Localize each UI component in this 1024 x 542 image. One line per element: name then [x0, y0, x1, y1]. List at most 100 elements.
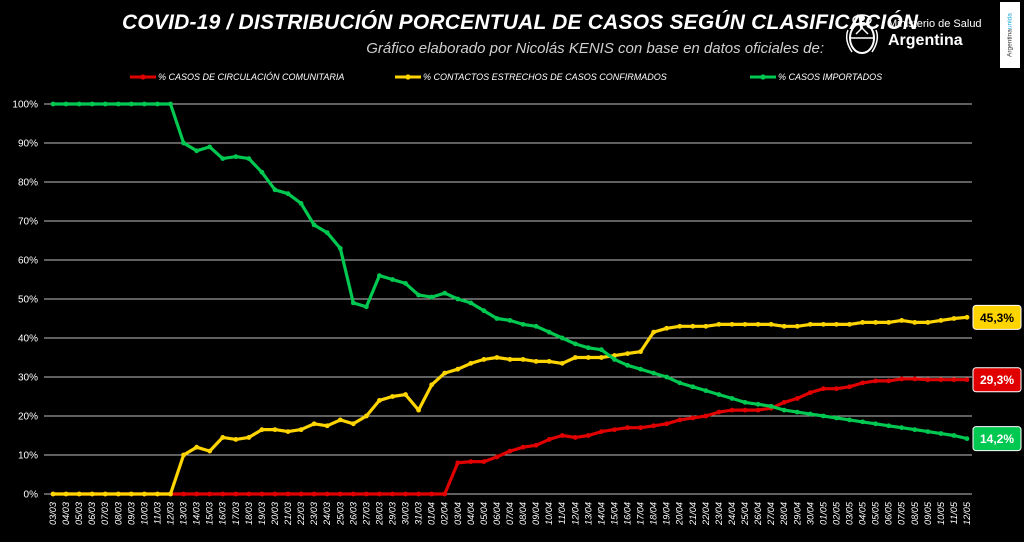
x-tick-label: 30/03: [401, 501, 411, 525]
x-tick-label: 05/05: [871, 501, 881, 525]
x-tick-label: 26/03: [348, 501, 358, 526]
data-point: [377, 398, 382, 403]
data-point: [807, 411, 813, 417]
data-point: [860, 380, 865, 386]
data-point: [220, 435, 226, 440]
x-tick-label: 07/03: [100, 501, 110, 525]
x-tick-label: 13/04: [583, 502, 593, 525]
data-point: [820, 321, 826, 327]
x-tick-label: 08/03: [113, 501, 123, 525]
data-point: [520, 444, 526, 450]
data-point: [233, 437, 239, 442]
data-point: [468, 459, 474, 465]
data-point: [886, 378, 892, 384]
data-point: [860, 419, 865, 425]
data-point: [128, 491, 134, 497]
y-tick-label: 100%: [12, 100, 38, 111]
data-point: [115, 491, 121, 497]
data-point: [442, 370, 448, 376]
data-point: [938, 377, 944, 383]
data-point: [559, 360, 565, 366]
data-point: [416, 407, 421, 413]
data-point: [429, 491, 435, 497]
data-point: [599, 429, 604, 434]
data-point: [494, 316, 500, 321]
coat-of-arms-icon: [845, 14, 879, 54]
y-tick-label: 0%: [24, 490, 39, 501]
x-tick-label: 03/05: [844, 501, 854, 525]
logo-country-text: Argentina: [888, 32, 963, 49]
data-point: [142, 491, 147, 497]
data-point: [781, 399, 787, 405]
data-point: [807, 390, 813, 395]
data-point: [233, 491, 239, 497]
data-point: [128, 101, 134, 107]
x-tick-label: 06/03: [87, 501, 97, 525]
x-tick-label: 28/04: [779, 502, 789, 526]
data-point: [690, 323, 696, 329]
data-point: [416, 292, 421, 298]
data-point: [964, 436, 970, 442]
x-tick-label: 15/03: [205, 501, 215, 525]
data-point: [664, 421, 670, 427]
data-point: [664, 374, 670, 380]
data-point: [403, 281, 408, 286]
x-tick-label: 12/04: [570, 502, 580, 525]
end-value-label: 45,3%: [972, 304, 1022, 330]
x-tick-label: 20/03: [270, 501, 280, 526]
data-point: [742, 399, 748, 405]
x-tick-label: 14/04: [596, 502, 606, 525]
legend-marker: [405, 74, 411, 80]
end-value-label: 14,2%: [972, 426, 1022, 452]
data-point: [873, 378, 878, 384]
data-point: [298, 427, 304, 433]
data-point: [899, 425, 905, 431]
legend-label: % CASOS DE CIRCULACIÓN COMUNITARIA: [158, 72, 344, 82]
data-point: [337, 245, 343, 251]
data-point: [285, 491, 291, 497]
x-tick-label: 16/03: [218, 501, 228, 525]
data-point: [455, 366, 461, 372]
data-point: [716, 409, 722, 415]
data-point: [807, 321, 813, 327]
x-tick-label: 02/05: [831, 501, 841, 525]
data-point: [755, 401, 761, 407]
data-point: [703, 413, 709, 419]
data-point: [259, 427, 265, 433]
data-point: [350, 300, 356, 306]
data-point: [925, 320, 931, 325]
data-point: [572, 355, 578, 360]
data-point: [259, 169, 265, 175]
data-point: [912, 376, 918, 382]
data-point: [311, 421, 317, 427]
data-point: [455, 460, 461, 466]
data-point: [625, 425, 630, 431]
data-point: [703, 323, 709, 329]
x-tick-label: 28/03: [374, 501, 384, 526]
data-point: [625, 351, 630, 356]
data-point: [886, 423, 892, 429]
y-tick-label: 40%: [18, 334, 38, 345]
series: [50, 376, 970, 497]
data-point: [638, 349, 643, 355]
x-tick-label: 29/03: [387, 501, 397, 526]
data-point: [938, 431, 944, 436]
x-tick-label: 20/04: [675, 502, 685, 526]
data-point: [612, 427, 617, 433]
x-tick-label: 19/04: [662, 502, 672, 525]
data-point: [63, 101, 69, 107]
data-point: [781, 407, 787, 413]
x-tick-label: 04/04: [466, 502, 476, 525]
data-point: [794, 396, 800, 401]
x-tick-label: 07/05: [897, 501, 907, 525]
data-point: [76, 101, 82, 107]
data-point: [246, 491, 252, 497]
data-point: [794, 409, 800, 415]
series-line: [53, 377, 967, 496]
data-point: [873, 421, 878, 427]
data-point: [755, 407, 761, 413]
x-tick-label: 19/03: [257, 501, 267, 525]
x-tick-label: 06/05: [884, 501, 894, 525]
data-point: [220, 491, 226, 497]
data-point: [272, 427, 278, 433]
